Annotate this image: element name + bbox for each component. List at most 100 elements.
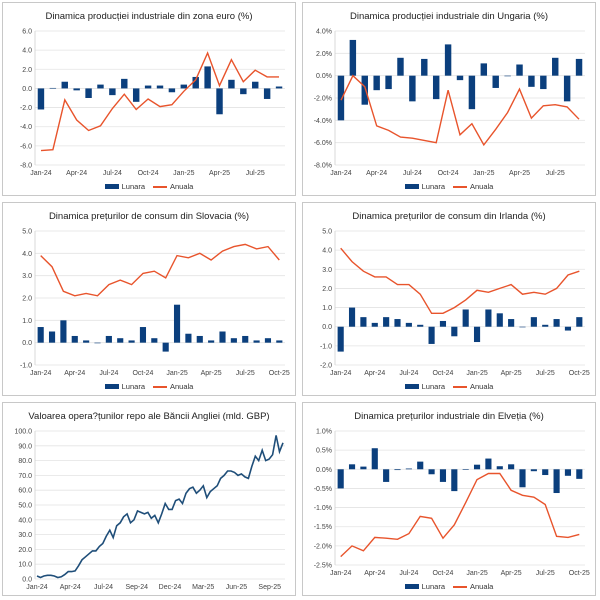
- legend-swatch-anuala: [153, 185, 167, 188]
- chart-panel-swiss-ppi: Dinamica prețurilor industriale din Elve…: [302, 402, 596, 596]
- x-tick-label: Jul-24: [399, 370, 418, 377]
- bar-lunara: [496, 466, 503, 470]
- legend-swatch-anuala: [153, 385, 167, 388]
- y-tick-label: 0.0: [22, 577, 32, 584]
- bar-lunara: [228, 79, 235, 89]
- bar-lunara: [508, 319, 515, 327]
- bar-lunara: [439, 469, 447, 482]
- chart-title: Dinamica prețurilor de consum din Irland…: [352, 211, 546, 222]
- bar-lunara: [192, 76, 199, 89]
- x-tick-label: Jul-24: [103, 170, 122, 177]
- chart-panel-ireland-cpi: Dinamica prețurilor de consum din Irland…: [302, 202, 596, 396]
- x-tick-label: Oct-25: [569, 570, 590, 577]
- y-tick-label: 1.0: [322, 305, 332, 312]
- bar-lunara: [48, 331, 56, 343]
- bar-lunara: [37, 327, 44, 343]
- bar-lunara: [473, 326, 481, 343]
- y-tick-label: 10.0: [18, 562, 32, 569]
- line-repo: [36, 435, 284, 579]
- x-tick-label: Oct-24: [138, 170, 159, 177]
- bar-lunara: [348, 464, 356, 470]
- bar-lunara: [109, 88, 116, 96]
- bar-lunara: [480, 63, 488, 76]
- x-tick-label: Apr-25: [501, 570, 522, 577]
- bar-lunara: [105, 335, 112, 343]
- legend: Lunara Anuala: [303, 381, 595, 391]
- x-tick-label: Jan-24: [30, 370, 52, 377]
- bar-lunara: [383, 317, 390, 327]
- legend-label: Anuala: [170, 382, 194, 391]
- y-tick-label: 4.0: [322, 248, 332, 255]
- y-tick-label: 0.0%: [316, 73, 332, 80]
- legend: Lunara Anuala: [303, 181, 595, 191]
- bar-lunara: [468, 75, 476, 110]
- bar-lunara: [564, 326, 572, 331]
- bar-lunara: [83, 340, 90, 343]
- bar-lunara: [485, 458, 492, 470]
- bar-lunara: [144, 85, 152, 89]
- bar-lunara: [360, 466, 367, 470]
- bar-lunara: [230, 338, 237, 343]
- x-tick-label: Jun-25: [226, 584, 248, 591]
- y-tick-label: 0.5%: [316, 448, 332, 455]
- x-tick-label: Jul-25: [536, 570, 555, 577]
- y-tick-label: 20.0: [18, 547, 32, 554]
- y-tick-label: -8.0: [20, 163, 32, 170]
- y-tick-label: 4.0: [22, 48, 32, 55]
- bar-lunara: [121, 78, 128, 89]
- x-tick-label: Dec-24: [159, 584, 182, 591]
- bar-lunara: [73, 88, 80, 91]
- x-tick-label: Oct-24: [132, 370, 153, 377]
- y-tick-label: 60.0: [18, 488, 32, 495]
- legend-label: Lunara: [121, 182, 145, 191]
- bar-lunara: [405, 322, 412, 327]
- chart-title: Dinamica producției industriale din zona…: [45, 11, 253, 22]
- bar-lunara: [240, 88, 247, 95]
- y-tick-label: 4.0: [22, 251, 32, 258]
- x-tick-label: Jan-25: [166, 370, 188, 377]
- y-tick-label: -2.5%: [314, 563, 332, 570]
- bar-lunara: [394, 319, 401, 327]
- y-tick-label: 40.0: [18, 517, 32, 524]
- bar-lunara: [337, 326, 344, 352]
- y-tick-label: -1.0: [20, 363, 32, 370]
- bar-lunara: [371, 322, 378, 327]
- x-tick-label: Jul-24: [94, 584, 113, 591]
- x-tick-label: Jan-24: [330, 170, 352, 177]
- bar-lunara: [563, 75, 571, 102]
- x-tick-label: Oct-24: [432, 370, 453, 377]
- legend-label: Lunara: [121, 382, 145, 391]
- chart-svg: 0.0 10.0 20.0 30.0 40.0 50.0 60.0 70.0 80.0 90.0 1…: [14, 429, 285, 591]
- bar-lunara: [263, 88, 271, 99]
- bar-lunara: [162, 342, 169, 352]
- chart-title: Dinamica producției industriale din Unga…: [349, 11, 548, 22]
- bar-lunara: [451, 469, 458, 492]
- x-tick-label: Jul-25: [246, 170, 265, 177]
- x-tick-label: Jul-24: [99, 370, 118, 377]
- y-tick-label: -8.0%: [314, 163, 332, 170]
- bar-lunara: [553, 469, 560, 494]
- bar-lunara: [421, 58, 428, 76]
- y-tick-label: 4.0%: [316, 29, 332, 36]
- x-tick-label: Jan-25: [466, 370, 488, 377]
- x-tick-label: Oct-24: [432, 570, 453, 577]
- x-tick-label: Jul-25: [236, 370, 255, 377]
- legend-swatch-anuala: [453, 185, 467, 188]
- x-tick-label: Jan-25: [473, 170, 495, 177]
- y-tick-label: -2.0%: [314, 96, 332, 103]
- y-tick-label: -2.0: [20, 105, 32, 112]
- legend-label: Anuala: [470, 182, 494, 191]
- x-tick-label: Apr-24: [366, 170, 387, 177]
- bar-lunara: [432, 75, 440, 100]
- x-tick-label: Sep-25: [258, 584, 281, 591]
- bar-lunara: [504, 75, 511, 77]
- bar-lunara: [49, 87, 57, 89]
- x-tick-label: Apr-25: [201, 370, 222, 377]
- y-tick-label: 2.0: [22, 296, 32, 303]
- y-tick-label: -1.0%: [314, 505, 332, 512]
- bar-lunara: [462, 469, 469, 470]
- chart-title: Dinamica prețurilor de consum din Slovac…: [48, 211, 250, 222]
- y-tick-label: 1.0%: [316, 429, 332, 436]
- bar-lunara: [180, 84, 188, 89]
- x-tick-label: Apr-24: [60, 584, 81, 591]
